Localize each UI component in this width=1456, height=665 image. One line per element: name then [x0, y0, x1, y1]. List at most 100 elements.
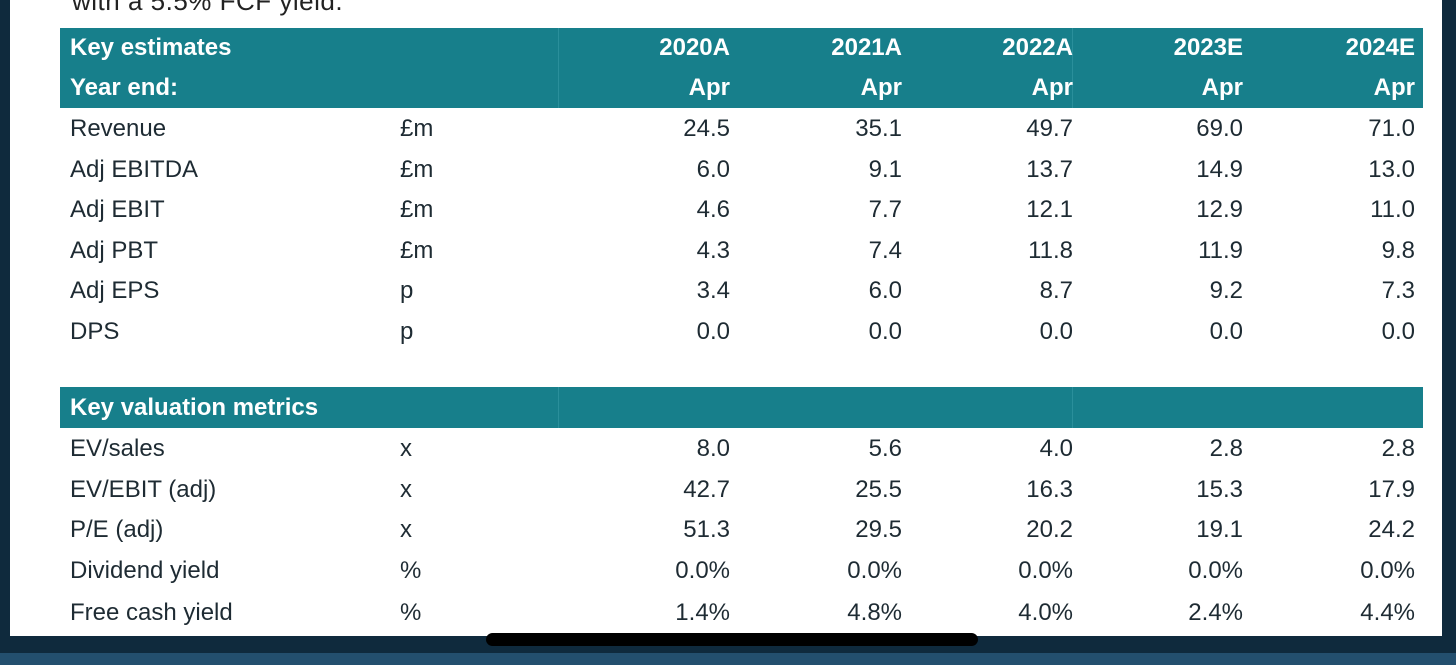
row-unit: p — [400, 277, 414, 304]
row-label: Dividend yield — [70, 556, 220, 584]
row-label: P/E (adj) — [70, 516, 164, 543]
year-header: 2023E — [1173, 34, 1243, 61]
value-cell: 14.9 — [1196, 155, 1243, 183]
value-cell: 9.1 — [868, 155, 902, 183]
table-row: Dividend yield% 0.0% 0.0% 0.0% 0.0% 0.0% — [60, 551, 1423, 591]
value-cell: 0.0 — [696, 317, 730, 345]
band-divider — [1072, 387, 1073, 428]
value-cell: 17.9 — [1368, 475, 1415, 503]
year-header: 2022A — [1002, 34, 1073, 61]
valuation-header-band — [60, 387, 1423, 428]
row-label: EV/sales — [70, 435, 165, 462]
value-cell: 4.0% — [1018, 599, 1073, 626]
value-cell: 15.3 — [1196, 475, 1243, 503]
value-cell: 5.6 — [868, 435, 902, 462]
year-header: 2020A — [659, 34, 730, 61]
value-cell: 12.1 — [1026, 196, 1073, 223]
row-unit: £m — [400, 236, 434, 264]
year-end-label: Year end: — [70, 74, 179, 101]
value-cell: 20.2 — [1026, 516, 1073, 543]
row-label: Revenue — [70, 115, 167, 142]
month-header: Apr — [860, 74, 902, 101]
row-unit: £m — [400, 115, 434, 142]
value-cell: 7.7 — [868, 196, 902, 223]
row-label: Adj EBIT — [70, 196, 165, 223]
bottom-strip — [0, 653, 1456, 665]
value-cell: 71.0 — [1368, 115, 1415, 142]
table-row: Adj EPS p 3.4 6.0 8.7 9.2 7.3 — [60, 271, 1423, 311]
month-header: Apr — [1373, 74, 1415, 101]
value-cell: 49.7 — [1026, 115, 1073, 142]
value-cell: 42.7 — [683, 475, 730, 503]
value-cell: 24.2 — [1368, 516, 1415, 543]
row-unit: % — [400, 556, 422, 584]
value-cell: 11.0 — [1370, 196, 1415, 223]
value-cell: 13.0 — [1368, 155, 1415, 183]
value-cell: 9.2 — [1209, 277, 1243, 304]
row-label: EV/EBIT (adj) — [70, 475, 217, 503]
estimates-header-band — [60, 28, 1423, 108]
value-cell: 11.9 — [1198, 236, 1243, 264]
row-label: Adj EPS — [70, 277, 160, 304]
value-cell: 0.0% — [847, 556, 902, 584]
value-cell: 69.0 — [1196, 115, 1243, 142]
year-header: 2024E — [1345, 34, 1415, 61]
value-cell: 2.4% — [1188, 599, 1243, 626]
value-cell: 2.8 — [1209, 435, 1243, 462]
value-cell: 13.7 — [1026, 155, 1073, 183]
value-cell: 19.1 — [1196, 516, 1243, 543]
table-row: Adj EBIT £m 4.6 7.7 12.1 12.9 11.0 — [60, 190, 1423, 230]
value-cell: 16.3 — [1026, 475, 1073, 503]
estimates-header-row: Key estimates 2020A 2021A 2022A 2023E 20… — [60, 28, 1423, 68]
row-label: DPS — [70, 317, 120, 345]
row-unit: £m — [400, 155, 434, 183]
band-divider — [558, 28, 559, 108]
value-cell: 7.3 — [1381, 277, 1415, 304]
value-cell: 51.3 — [683, 516, 730, 543]
value-cell: 29.5 — [855, 516, 902, 543]
month-header: Apr — [688, 74, 730, 101]
value-cell: 0.0 — [1039, 317, 1073, 345]
year-header: 2021A — [831, 34, 902, 61]
table-row: Adj EBITDA £m 6.0 9.1 13.7 14.9 13.0 — [60, 150, 1423, 190]
row-unit: p — [400, 317, 414, 345]
value-cell: 11.8 — [1028, 236, 1073, 264]
table-row: DPS p 0.0 0.0 0.0 0.0 0.0 — [60, 312, 1423, 352]
value-cell: 0.0% — [1188, 556, 1243, 584]
value-cell: 25.5 — [855, 475, 902, 503]
table-row: P/E (adj) x 51.3 29.5 20.2 19.1 24.2 — [60, 510, 1423, 550]
table-row: Revenue £m 24.5 35.1 49.7 69.0 71.0 — [60, 109, 1423, 149]
home-indicator[interactable] — [486, 633, 978, 646]
value-cell: 4.0 — [1039, 435, 1073, 462]
value-cell: 9.8 — [1381, 236, 1415, 264]
value-cell: 7.4 — [868, 236, 902, 264]
row-unit: x — [400, 516, 412, 543]
table-row: EV/EBIT (adj) x 42.7 25.5 16.3 15.3 17.9 — [60, 470, 1423, 510]
value-cell: 4.8% — [847, 599, 902, 626]
band-divider — [1072, 28, 1073, 108]
estimates-title: Key estimates — [70, 34, 232, 61]
value-cell: 0.0% — [1018, 556, 1073, 584]
month-header: Apr — [1201, 74, 1243, 101]
value-cell: 0.0 — [868, 317, 902, 345]
value-cell: 1.4% — [675, 599, 730, 626]
value-cell: 2.8 — [1381, 435, 1415, 462]
year-end-row: Year end: Apr Apr Apr Apr Apr — [60, 68, 1423, 108]
row-unit: % — [400, 599, 422, 626]
table-row: Adj PBT £m 4.3 7.4 11.8 11.9 9.8 — [60, 231, 1423, 271]
row-label: Adj PBT — [70, 236, 159, 264]
value-cell: 12.9 — [1196, 196, 1243, 223]
table-row: EV/sales x 8.0 5.6 4.0 2.8 2.8 — [60, 429, 1423, 469]
row-label: Adj EBITDA — [70, 155, 199, 183]
value-cell: 8.0 — [696, 435, 730, 462]
value-cell: 0.0 — [1209, 317, 1243, 345]
month-header: Apr — [1031, 74, 1073, 101]
valuation-title: Key valuation metrics — [70, 394, 319, 421]
row-unit: x — [400, 435, 412, 462]
value-cell: 0.0 — [1381, 317, 1415, 345]
value-cell: 4.4% — [1360, 599, 1415, 626]
table-row: Free cash yield% 1.4% 4.8% 4.0% 2.4% 4.4% — [60, 593, 1423, 633]
row-label: Free cash yield — [70, 599, 233, 626]
value-cell: 0.0% — [675, 556, 730, 584]
valuation-header-row: Key valuation metrics — [60, 388, 1423, 428]
